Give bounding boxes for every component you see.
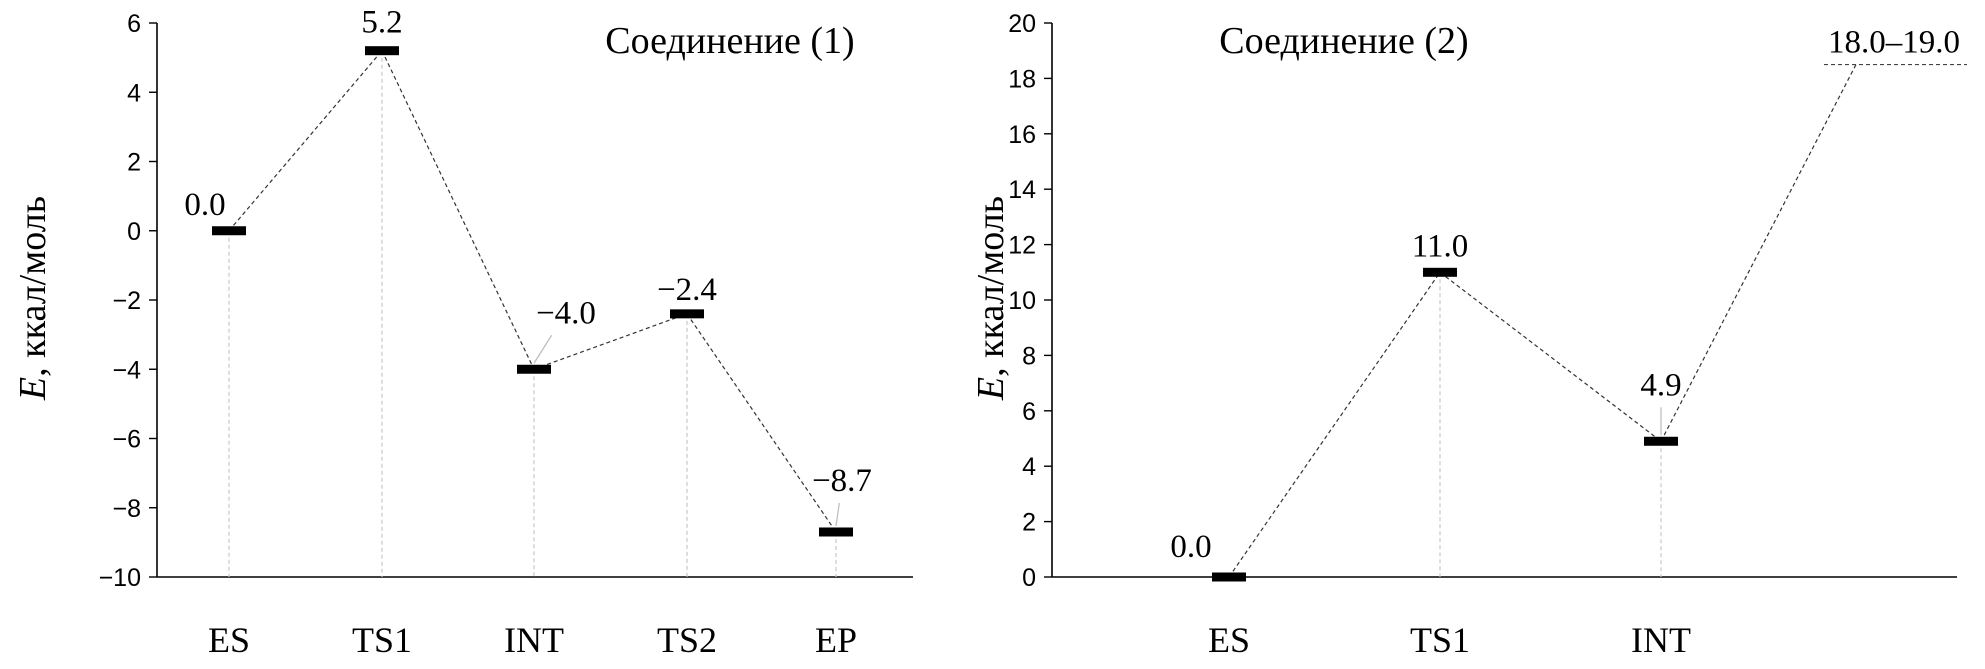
y-tick-label: −4 <box>112 356 141 384</box>
y-tick-label: 12 <box>1008 232 1036 260</box>
y-tick-label: 0 <box>1022 564 1036 592</box>
connector-line <box>228 50 383 232</box>
connector-line <box>381 50 535 370</box>
data-label: 4.9 <box>1640 367 1681 403</box>
x-category-label: TS2 <box>657 620 717 660</box>
y-tick-label: 8 <box>1022 342 1036 370</box>
x-category-label: ES <box>1208 620 1250 660</box>
y-tick-label: 20 <box>1008 10 1036 38</box>
connector-line <box>686 313 837 533</box>
y-tick-label: −8 <box>112 495 141 523</box>
chart-title: Соединение (1) <box>605 20 854 62</box>
y-tick-label: 16 <box>1008 121 1036 149</box>
y-tick-label: 2 <box>127 149 141 177</box>
y-axis-label: E, ккал/моль <box>970 196 1012 401</box>
data-label: −2.4 <box>657 272 717 308</box>
y-tick-label: 2 <box>1022 509 1036 537</box>
y-tick-label: 0 <box>127 218 141 246</box>
y-tick-label: −6 <box>112 426 141 454</box>
connector-line <box>1228 271 1441 578</box>
data-label: 11.0 <box>1412 228 1469 264</box>
connector-line <box>533 313 688 370</box>
energy-level-bar <box>365 46 399 56</box>
connector-line <box>1439 271 1662 442</box>
y-tick-label: 4 <box>127 79 141 107</box>
chart-title: Соединение (2) <box>1219 20 1468 62</box>
y-tick-label: 10 <box>1008 287 1036 315</box>
x-category-label: ES <box>208 620 250 660</box>
connector-line <box>1660 64 1857 442</box>
data-label: −4.0 <box>536 295 596 331</box>
energy-level-bar <box>819 527 853 537</box>
data-label: −8.7 <box>812 463 872 499</box>
label-leader-line <box>533 334 553 364</box>
data-label: 18.0–19.0 <box>1828 25 1960 61</box>
chart-panel-compound-2: E, ккал/моль Соединение (2) 201816141210… <box>970 10 1967 660</box>
chart-panel-compound-1: E, ккал/моль Соединение (1) 6 4 2 0 −2 −4 −6 −8… <box>12 5 913 660</box>
x-category-label: EP <box>815 620 857 660</box>
energy-level-bar <box>1644 436 1678 446</box>
x-category-label: INT <box>1631 620 1691 660</box>
x-category-label: TS1 <box>1410 620 1470 660</box>
data-label: 0.0 <box>1170 529 1211 565</box>
y-tick-label: −10 <box>99 564 141 592</box>
y-axis-label: E, ккал/моль <box>12 196 54 401</box>
data-label: 0.0 <box>184 187 225 223</box>
energy-level-bar <box>517 364 551 374</box>
y-tick-label: 4 <box>1022 453 1036 481</box>
y-tick-label: 6 <box>127 10 141 38</box>
y-tick-label: 14 <box>1008 176 1036 204</box>
data-label: 5.2 <box>361 5 402 41</box>
energy-level-bar <box>1212 572 1246 582</box>
energy-level-bar <box>1423 267 1457 277</box>
y-tick-label: 18 <box>1008 65 1036 93</box>
y-tick-label: −2 <box>112 287 141 315</box>
x-category-label: TS1 <box>352 620 412 660</box>
y-tick-label: 6 <box>1022 398 1036 426</box>
energy-level-bar <box>212 226 246 236</box>
label-leader-line <box>835 502 840 527</box>
energy-level-bar <box>670 309 704 319</box>
x-category-label: INT <box>504 620 564 660</box>
